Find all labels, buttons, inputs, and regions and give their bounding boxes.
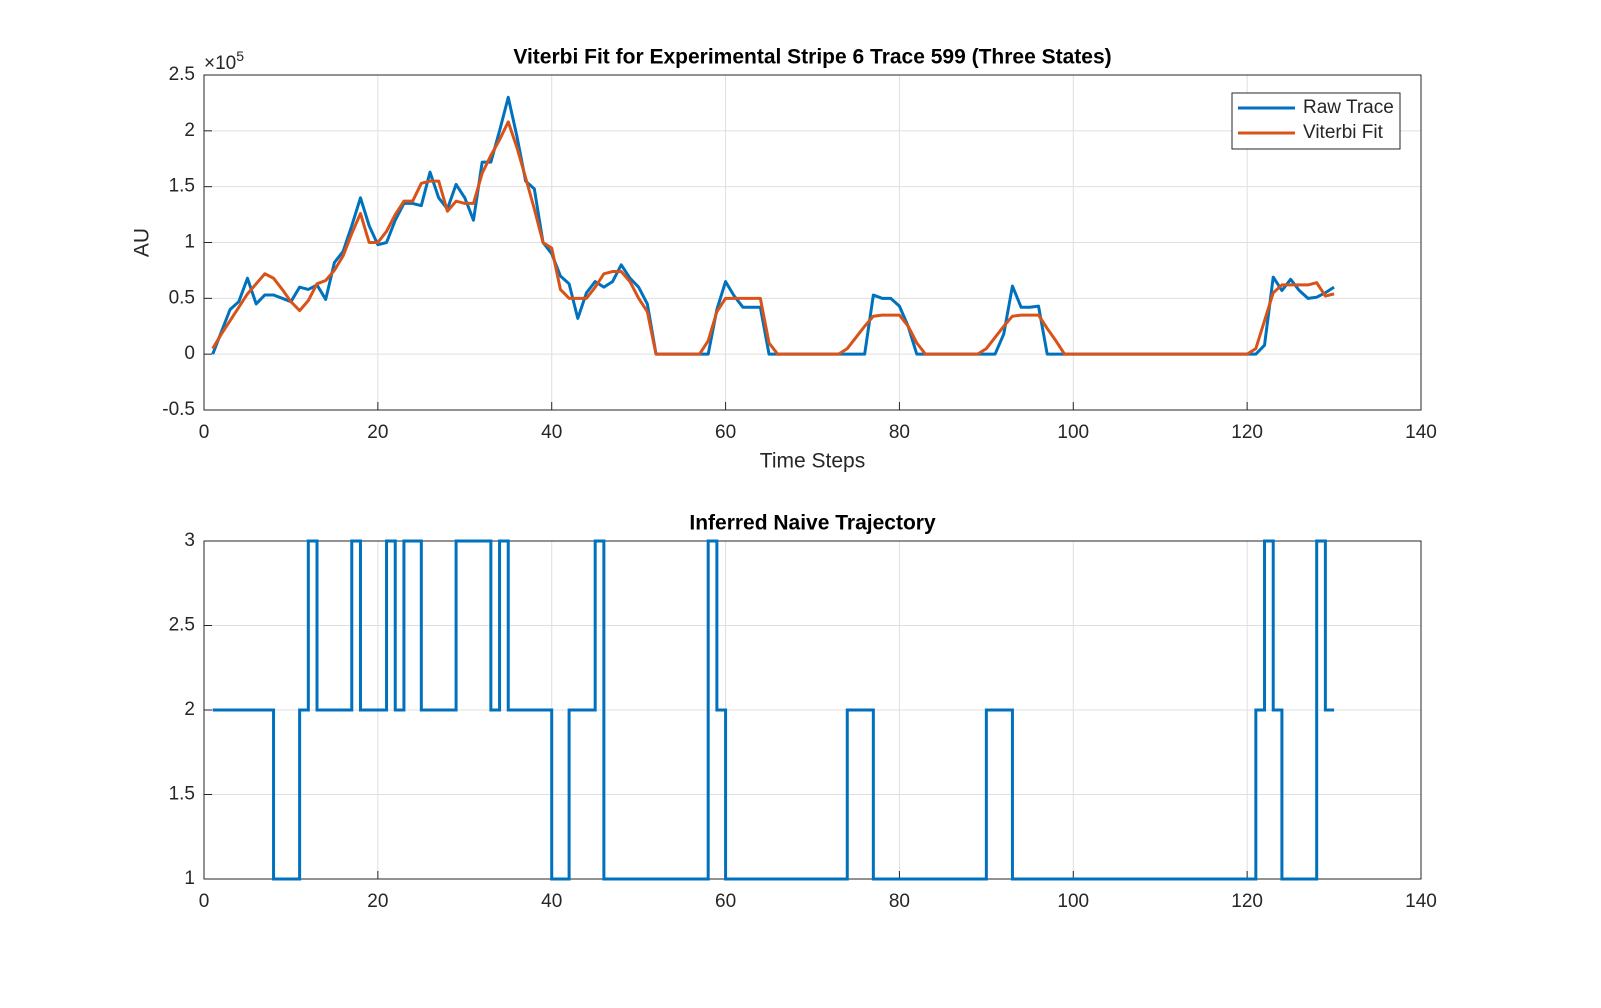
y-axis-label: AU [131,228,154,257]
x-tick-label: 20 [367,422,388,443]
x-axis-label: Time Steps [760,450,865,473]
x-tick-label: 20 [367,891,388,912]
x-tick-label: 140 [1405,422,1437,443]
y-multiplier-power: 5 [236,48,244,64]
legend-label: Raw Trace [1303,97,1394,118]
x-tick-label: 40 [541,422,562,443]
x-tick-label: 80 [889,422,910,443]
x-tick-label: 0 [199,422,210,443]
y-multiplier: ×105 [204,48,244,74]
x-tick-label: 140 [1405,891,1437,912]
data-line [211,120,1335,356]
y-tick-label: 0.5 [169,287,195,308]
x-tick-label: 80 [889,891,910,912]
x-tick-label: 60 [715,422,736,443]
y-tick-label: 2.5 [169,64,195,85]
y-tick-label: 1.5 [169,176,195,197]
chart-title: Inferred Naive Trajectory [689,512,936,535]
x-tick-label: 60 [715,891,736,912]
x-tick-label: 120 [1231,422,1263,443]
y-multiplier-base: ×10 [204,53,236,74]
y-tick-label: 2 [184,120,195,141]
legend-label: Viterbi Fit [1303,122,1384,143]
y-tick-label: 3 [184,530,195,551]
x-tick-label: 0 [199,891,210,912]
y-tick-label: -0.5 [162,399,195,420]
x-tick-label: 120 [1231,891,1263,912]
stairs-line [212,539,1335,881]
x-tick-label: 100 [1057,422,1089,443]
legend-box [1231,92,1401,150]
y-tick-label: 1.5 [169,784,195,805]
y-tick-label: 2.5 [169,615,195,636]
axes-frame [203,74,1422,411]
chart-title: Viterbi Fit for Experimental Stripe 6 Tr… [513,46,1111,69]
y-tick-label: 0 [184,343,195,364]
y-tick-label: 1 [184,232,195,253]
y-tick-label: 2 [184,699,195,720]
y-tick-label: 1 [184,868,195,889]
x-tick-label: 40 [541,891,562,912]
x-tick-label: 100 [1057,891,1089,912]
